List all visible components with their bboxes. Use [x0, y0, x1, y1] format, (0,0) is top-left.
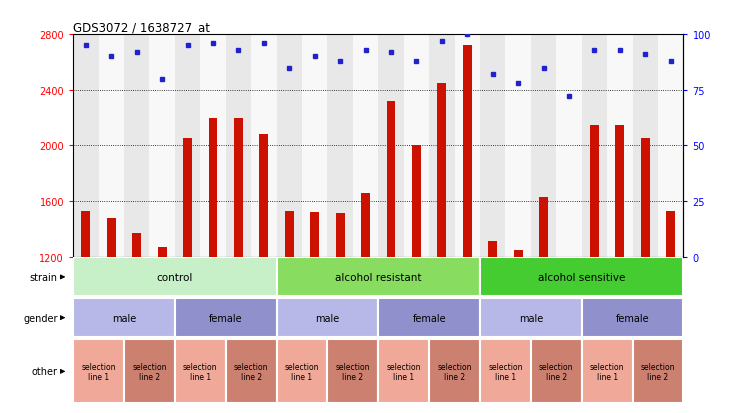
Bar — [124, 35, 149, 257]
Text: selection
line 2: selection line 2 — [234, 362, 268, 381]
Bar — [505, 35, 531, 257]
Bar — [480, 258, 683, 297]
Bar — [582, 298, 683, 337]
Text: strain: strain — [30, 272, 58, 282]
Text: selection
line 1: selection line 1 — [81, 362, 115, 381]
Bar — [175, 35, 200, 257]
Bar — [73, 258, 276, 297]
Bar — [387, 102, 395, 257]
Text: alcohol sensitive: alcohol sensitive — [538, 272, 626, 282]
Text: alcohol resistant: alcohol resistant — [335, 272, 422, 282]
Bar — [455, 35, 480, 257]
Bar — [379, 35, 404, 257]
Bar — [379, 298, 480, 337]
Text: GDS3072 / 1638727_at: GDS3072 / 1638727_at — [73, 21, 210, 34]
Text: other: other — [32, 366, 58, 377]
Bar — [379, 339, 429, 404]
Bar — [208, 118, 217, 257]
Bar — [276, 339, 327, 404]
Text: selection
line 1: selection line 1 — [285, 362, 319, 381]
Bar — [353, 35, 379, 257]
Bar — [276, 298, 379, 337]
Bar — [404, 35, 429, 257]
Bar — [539, 197, 548, 257]
Bar — [531, 35, 556, 257]
Text: selection
line 2: selection line 2 — [437, 362, 471, 381]
Text: selection
line 2: selection line 2 — [336, 362, 370, 381]
Bar — [582, 35, 607, 257]
Bar — [260, 135, 268, 257]
Bar — [361, 193, 370, 257]
Text: selection
line 2: selection line 2 — [539, 362, 574, 381]
Bar — [132, 233, 141, 257]
Bar — [183, 139, 192, 257]
Bar — [200, 35, 226, 257]
Text: male: male — [112, 313, 136, 323]
Bar — [632, 339, 683, 404]
Bar — [463, 46, 471, 257]
Bar — [81, 211, 90, 257]
Bar — [276, 258, 480, 297]
Bar — [73, 35, 99, 257]
Text: selection
line 2: selection line 2 — [132, 362, 167, 381]
Bar — [251, 35, 276, 257]
Bar — [73, 298, 175, 337]
Bar — [616, 125, 624, 257]
Bar — [514, 250, 523, 257]
Text: female: female — [209, 313, 243, 323]
Bar — [149, 35, 175, 257]
Bar — [107, 218, 115, 257]
Bar — [226, 339, 276, 404]
Bar — [429, 35, 455, 257]
Bar — [412, 146, 421, 257]
Text: female: female — [616, 313, 649, 323]
Bar — [158, 247, 167, 257]
Bar — [582, 339, 632, 404]
Bar — [310, 213, 319, 257]
Text: selection
line 1: selection line 1 — [488, 362, 523, 381]
Bar — [336, 214, 344, 257]
Text: selection
line 2: selection line 2 — [641, 362, 675, 381]
Bar — [641, 139, 650, 257]
Bar — [607, 35, 632, 257]
Bar — [658, 35, 683, 257]
Bar — [175, 339, 226, 404]
Bar — [480, 339, 531, 404]
Text: gender: gender — [23, 313, 58, 323]
Bar — [480, 298, 582, 337]
Bar — [556, 35, 582, 257]
Bar — [531, 339, 582, 404]
Bar — [480, 35, 505, 257]
Bar — [437, 83, 447, 257]
Bar — [226, 35, 251, 257]
Bar — [276, 35, 302, 257]
Bar — [124, 339, 175, 404]
Bar — [667, 211, 675, 257]
Text: male: male — [519, 313, 543, 323]
Bar — [99, 35, 124, 257]
Bar — [234, 118, 243, 257]
Bar — [285, 211, 294, 257]
Text: female: female — [412, 313, 446, 323]
Text: male: male — [315, 313, 340, 323]
Bar — [590, 125, 599, 257]
Bar — [488, 242, 497, 257]
Text: selection
line 1: selection line 1 — [387, 362, 421, 381]
Bar — [73, 339, 124, 404]
Bar — [175, 298, 276, 337]
Text: control: control — [156, 272, 193, 282]
Text: selection
line 1: selection line 1 — [590, 362, 624, 381]
Bar — [302, 35, 327, 257]
Bar — [327, 339, 379, 404]
Bar — [632, 35, 658, 257]
Bar — [429, 339, 480, 404]
Text: selection
line 1: selection line 1 — [183, 362, 218, 381]
Bar — [327, 35, 353, 257]
